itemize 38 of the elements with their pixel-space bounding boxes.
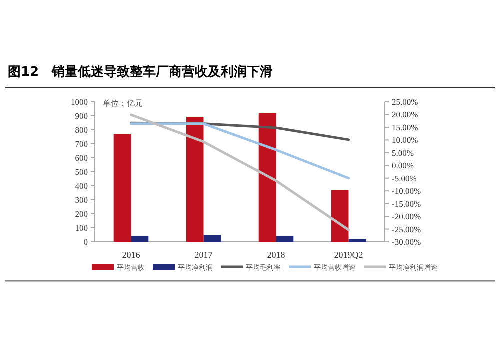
bar xyxy=(331,190,349,242)
y2-tick-label: -15.00% xyxy=(392,198,422,209)
y2-tick-label: 15.00% xyxy=(392,122,418,132)
annotation: 单位：亿元 xyxy=(103,99,143,108)
chart-title: 图12 销量低迷导致整车厂商营收及利润下滑 xyxy=(8,64,274,80)
bar xyxy=(258,113,276,242)
y-tick-label: 0 xyxy=(84,237,88,247)
y-tick-label: 200 xyxy=(75,209,88,219)
bar xyxy=(348,239,366,242)
y-tick-label: 400 xyxy=(75,181,88,191)
bar xyxy=(276,236,294,242)
y2-tick-label: -20.00% xyxy=(392,212,422,222)
bar xyxy=(204,235,222,242)
y2-tick-label: 25.00% xyxy=(392,97,418,107)
y-tick-label: 600 xyxy=(75,153,88,163)
bar xyxy=(114,134,132,242)
x-tick-label: 2018 xyxy=(267,250,286,260)
bar xyxy=(186,116,204,242)
y-tick-label: 500 xyxy=(75,167,88,177)
x-tick-label: 2017 xyxy=(194,250,214,260)
y2-tick-label: 5.00% xyxy=(392,148,414,158)
y-tick-label: 800 xyxy=(75,125,88,135)
y2-tick-label: -30.00% xyxy=(392,237,422,247)
y-tick-label: 1000 xyxy=(71,97,88,107)
y-tick-label: 700 xyxy=(75,139,88,149)
y2-tick-label: -5.00% xyxy=(392,173,417,184)
y2-tick-label: 0.00% xyxy=(392,160,414,171)
line-series xyxy=(130,114,350,232)
x-tick-label: 2019Q2 xyxy=(334,250,364,260)
bar xyxy=(131,236,149,242)
y-tick-label: 300 xyxy=(75,195,88,205)
y-tick-label: 900 xyxy=(75,111,88,121)
y2-tick-label: -10.00% xyxy=(392,186,422,196)
y2-tick-label: -25.00% xyxy=(392,224,422,234)
y2-tick-label: 20.00% xyxy=(392,110,418,120)
x-tick-label: 2016 xyxy=(122,250,141,260)
y2-tick-label: 10.00% xyxy=(392,135,418,146)
y-tick-label: 100 xyxy=(75,223,88,233)
